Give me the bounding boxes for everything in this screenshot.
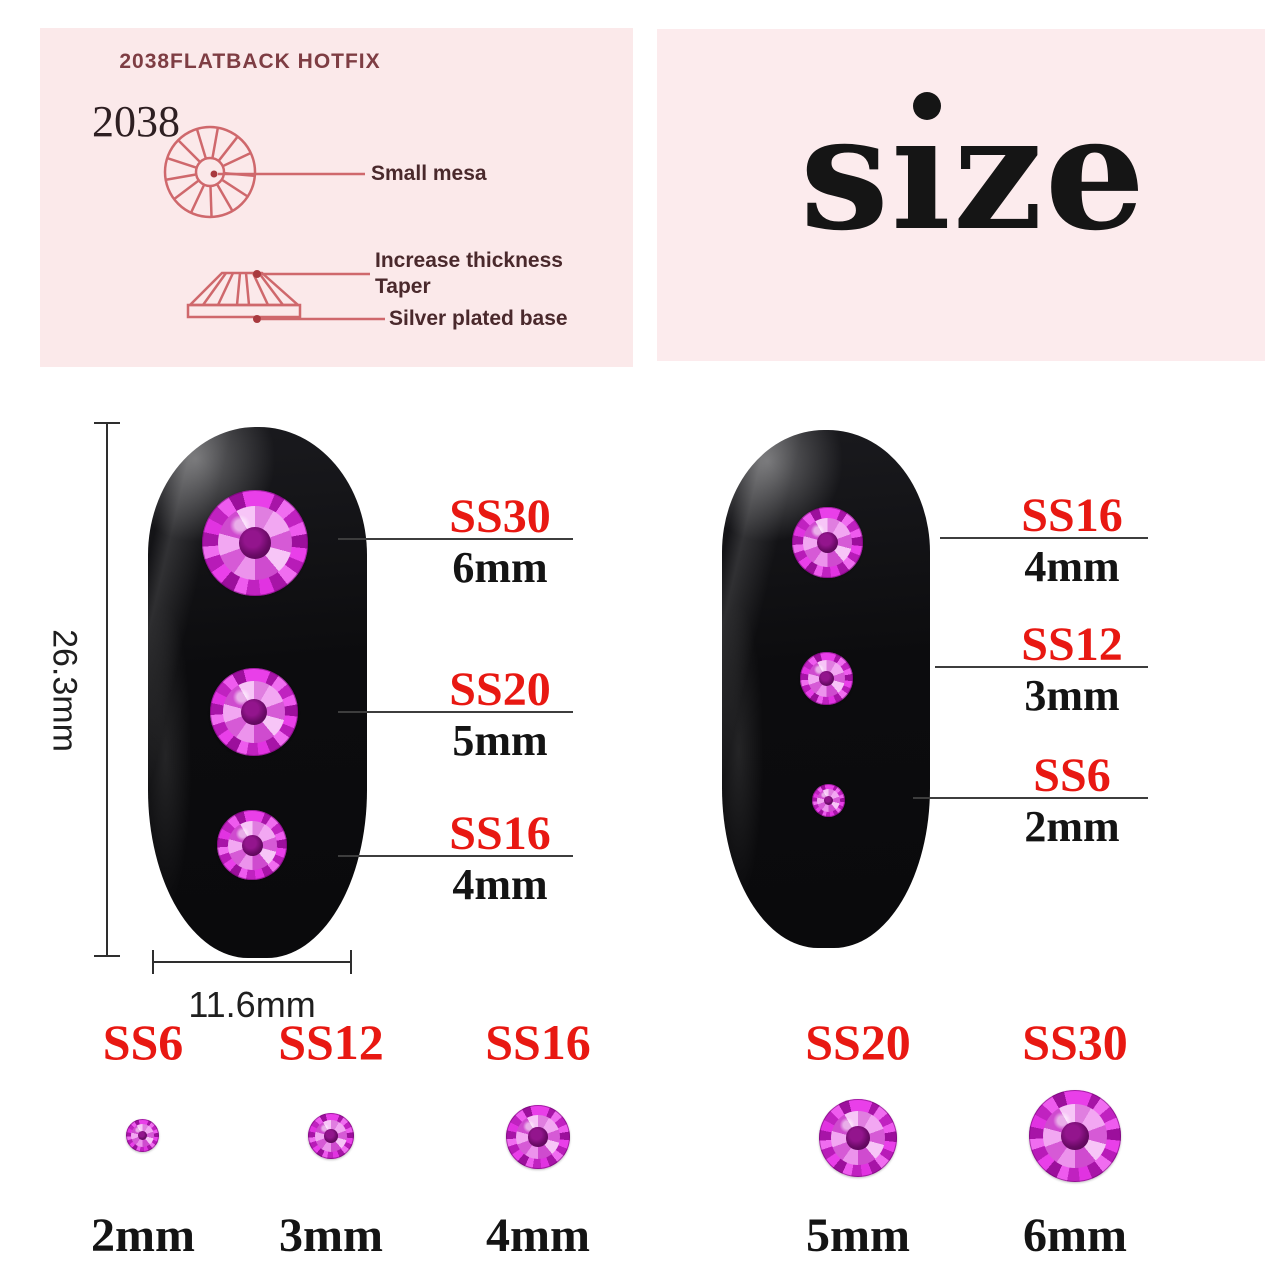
callout-ss20-mm: 5mm <box>452 716 548 765</box>
chart-ss20-mm: 5mm <box>806 1209 910 1262</box>
callout-ss20-line <box>338 711 573 713</box>
spec-header: 2038FLATBACK HOTFIX <box>119 50 381 73</box>
rhinestone-ss16-right <box>792 507 863 578</box>
chart-ss16-stone <box>506 1105 570 1169</box>
annotation-increase-thickness: Increase thickness <box>375 249 563 272</box>
chart-ss30-stone <box>1029 1090 1121 1182</box>
callout-right-ss16-label: SS16 <box>1021 489 1123 542</box>
chart-ss12-label: SS12 <box>278 1014 384 1070</box>
height-dim-cap-bottom <box>94 955 120 957</box>
chart-ss16-mm: 4mm <box>486 1209 590 1262</box>
rhinestone-ss30 <box>202 490 308 596</box>
chart-ss12-stone <box>308 1113 354 1159</box>
callout-right-ss12-mm: 3mm <box>1024 671 1120 720</box>
spec-panel: 2038FLATBACK HOTFIX 2038 Small mesa Incr… <box>40 28 633 367</box>
callout-right-ss12-label: SS12 <box>1021 618 1123 671</box>
rhinestone-ss12-right <box>800 652 853 705</box>
chart-ss6-stone <box>126 1119 159 1152</box>
callout-right-ss6-mm: 2mm <box>1024 802 1120 851</box>
size-title: sıze <box>800 81 1148 266</box>
chart-ss12-mm: 3mm <box>279 1209 383 1262</box>
rhinestone-ss6-right <box>812 784 845 817</box>
rhinestone-ss16 <box>217 810 287 880</box>
model-number: 2038 <box>92 97 180 146</box>
callout-right-ss16-mm: 4mm <box>1024 542 1120 591</box>
chart-ss30-label: SS30 <box>1022 1014 1128 1070</box>
callout-right-ss12-line <box>935 666 1148 668</box>
size-title-panel: sıze <box>657 29 1265 361</box>
callout-ss20-label: SS20 <box>449 663 551 716</box>
callout-right-ss6-line <box>913 797 1148 799</box>
callout-ss30-mm: 6mm <box>452 543 548 592</box>
chart-ss30-mm: 6mm <box>1023 1209 1127 1262</box>
annotation-taper: Taper <box>375 275 431 298</box>
chart-ss20-label: SS20 <box>805 1014 911 1070</box>
chart-ss6-label: SS6 <box>102 1014 184 1070</box>
nail-height-label: 26.3mm <box>45 629 84 752</box>
annotation-silver-plated-base: Silver plated base <box>389 307 568 330</box>
width-dim-tick-right <box>350 950 352 974</box>
rhinestone-diagram <box>163 125 385 323</box>
callout-ss16-line <box>338 855 573 857</box>
annotation-small-mesa: Small mesa <box>371 162 487 185</box>
chart-ss16-label: SS16 <box>485 1014 591 1070</box>
height-dim-line <box>106 422 108 957</box>
callout-ss30-line <box>338 538 573 540</box>
nail-width-label: 11.6mm <box>188 984 316 1025</box>
callout-ss16-label: SS16 <box>449 807 551 860</box>
rhinestone-ss20 <box>210 668 298 756</box>
callout-right-ss6-label: SS6 <box>1033 749 1111 802</box>
chart-ss20-stone <box>819 1099 897 1177</box>
chart-ss6-mm: 2mm <box>91 1209 195 1262</box>
callout-ss16-mm: 4mm <box>452 860 548 909</box>
size-title-dot <box>913 92 941 120</box>
callout-right-ss16-line <box>940 537 1148 539</box>
width-dim-line <box>152 961 352 963</box>
callout-ss30-label: SS30 <box>449 490 551 543</box>
